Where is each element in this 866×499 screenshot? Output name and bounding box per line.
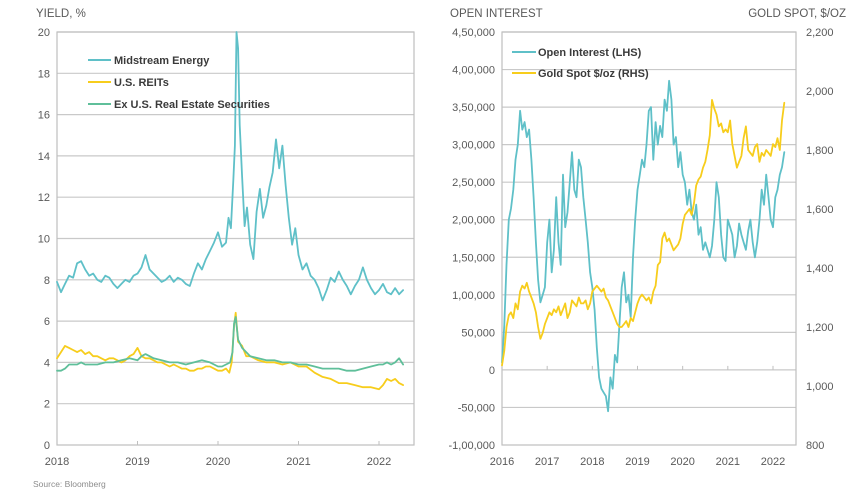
legend-label-ex-us-real-estate: Ex U.S. Real Estate Securities: [114, 99, 270, 111]
y-tick-label-12: 12: [38, 192, 50, 204]
x-tick-label-2017: 2017: [535, 456, 559, 468]
gold-chart-x-axis: 2016 2017 2018 2019 2020 2021 2022: [490, 456, 785, 468]
y-tick-label-1-00-000: 1,00,000: [452, 290, 495, 302]
gold-chart-right-axis-title: GOLD SPOT, $/OZ: [748, 8, 846, 20]
y-tick-label-0: 0: [44, 440, 50, 452]
y-tick-label-3-00-000: 3,00,000: [452, 140, 495, 152]
y-tick-label-2-00-000: 2,00,000: [452, 215, 495, 227]
yield-chart-plot-frame: [56, 31, 415, 446]
series-line-gold-spot-oz-rhs: [501, 99, 786, 367]
x-tick-label-2021: 2021: [286, 456, 310, 468]
legend-label-open-interest: Open Interest (LHS): [538, 47, 642, 59]
gold-chart-gridlines: [502, 31, 796, 409]
legend-label-midstream-energy: Midstream Energy: [114, 55, 210, 67]
y2-tick-label-2-200: 2,200: [806, 27, 834, 39]
y-tick-label-2-50-000: 2,50,000: [452, 177, 495, 189]
gold-chart-plot-frame: [501, 31, 797, 446]
yield-chart-y-axis: 0 2 4 6 8 10 12 14 16 18 20: [38, 27, 50, 452]
gold-chart-x-tick-marks: [501, 365, 774, 370]
gold-chart-legend: Open Interest (LHS) Gold Spot $/oz (RHS): [512, 47, 649, 80]
gold-chart-left-y-axis: -1,00,000 -50,000 0 50,000 1,00,000 1,50,000 2…: [449, 27, 495, 452]
legend-item-us-reits: U.S. REITs: [88, 77, 169, 89]
gold-open-interest-chart: -1,00,000 -50,000 0 50,000 1,00,000 1,50,000 2…: [449, 8, 846, 468]
source-note: Source: Bloomberg: [33, 479, 106, 489]
series-line-midstream-energy: [56, 31, 405, 302]
y-tick-label-20: 20: [38, 27, 50, 39]
y2-tick-label-1-400: 1,400: [806, 263, 834, 275]
x-tick-label-2022: 2022: [761, 456, 785, 468]
series-line-open-interest-lhs: [501, 79, 786, 413]
y-tick-label-18: 18: [38, 68, 50, 80]
series-line-ex-u-s-real-estate-securities: [56, 316, 405, 372]
legend-item-midstream-energy: Midstream Energy: [88, 55, 210, 67]
x-tick-label-2020: 2020: [670, 456, 694, 468]
series-line-u-s-reits: [56, 311, 405, 391]
y-tick-label-4: 4: [44, 357, 50, 369]
legend-item-open-interest: Open Interest (LHS): [512, 47, 642, 59]
y2-tick-label-2-000: 2,000: [806, 86, 834, 98]
legend-item-ex-us-real-estate: Ex U.S. Real Estate Securities: [88, 99, 270, 111]
y-tick-label-0: 0: [489, 365, 495, 377]
x-tick-label-2016: 2016: [490, 456, 514, 468]
yield-chart-y-axis-title: YIELD, %: [36, 8, 86, 20]
gold-chart-left-axis-title: OPEN INTEREST: [450, 8, 543, 20]
yield-chart-x-axis: 2018 2019 2020 2021 2022: [45, 456, 391, 468]
x-tick-label-2022: 2022: [367, 456, 391, 468]
y-tick-label-8: 8: [44, 275, 50, 287]
x-tick-label-2020: 2020: [206, 456, 230, 468]
legend-label-us-reits: U.S. REITs: [114, 77, 169, 89]
gold-chart-series: [501, 79, 786, 413]
y-tick-label-50-000: -50,000: [458, 402, 495, 414]
y-tick-label-4-00-000: 4,00,000: [452, 65, 495, 77]
y2-tick-label-800: 800: [806, 440, 824, 452]
yield-chart: 0 2 4 6 8 10 12 14 16 18 20 2018 2019 2020 2021 2022 Y…: [36, 8, 415, 468]
x-tick-label-2018: 2018: [45, 456, 69, 468]
x-tick-label-2019: 2019: [625, 456, 649, 468]
y-tick-label-16: 16: [38, 110, 50, 122]
y-tick-label-6: 6: [44, 316, 50, 328]
x-tick-label-2019: 2019: [125, 456, 149, 468]
y-tick-label-4-50-000: 4,50,000: [452, 27, 495, 39]
y-tick-label-1-50-000: 1,50,000: [452, 252, 495, 264]
y-tick-label-10: 10: [38, 234, 50, 246]
yield-chart-x-tick-marks: [56, 441, 380, 445]
gold-chart-right-y-axis: 800 1,000 1,200 1,400 1,600 1,800 2,000 2,200: [806, 27, 834, 452]
legend-label-gold-spot: Gold Spot $/oz (RHS): [538, 68, 649, 80]
y2-tick-label-1-200: 1,200: [806, 322, 834, 334]
y2-tick-label-1-000: 1,000: [806, 381, 834, 393]
x-tick-label-2021: 2021: [716, 456, 740, 468]
yield-chart-legend: Midstream Energy U.S. REITs Ex U.S. Real…: [88, 55, 270, 111]
y-tick-label-50-000: 50,000: [461, 327, 495, 339]
y-tick-label-2: 2: [44, 399, 50, 411]
x-tick-label-2018: 2018: [580, 456, 604, 468]
y2-tick-label-1-800: 1,800: [806, 145, 834, 157]
legend-item-gold-spot: Gold Spot $/oz (RHS): [512, 68, 649, 80]
y-tick-label-14: 14: [38, 151, 50, 163]
y2-tick-label-1-600: 1,600: [806, 204, 834, 216]
yield-chart-series: [56, 31, 405, 391]
y-tick-label-3-50-000: 3,50,000: [452, 102, 495, 114]
y-tick-label-1-00-000: -1,00,000: [449, 440, 495, 452]
